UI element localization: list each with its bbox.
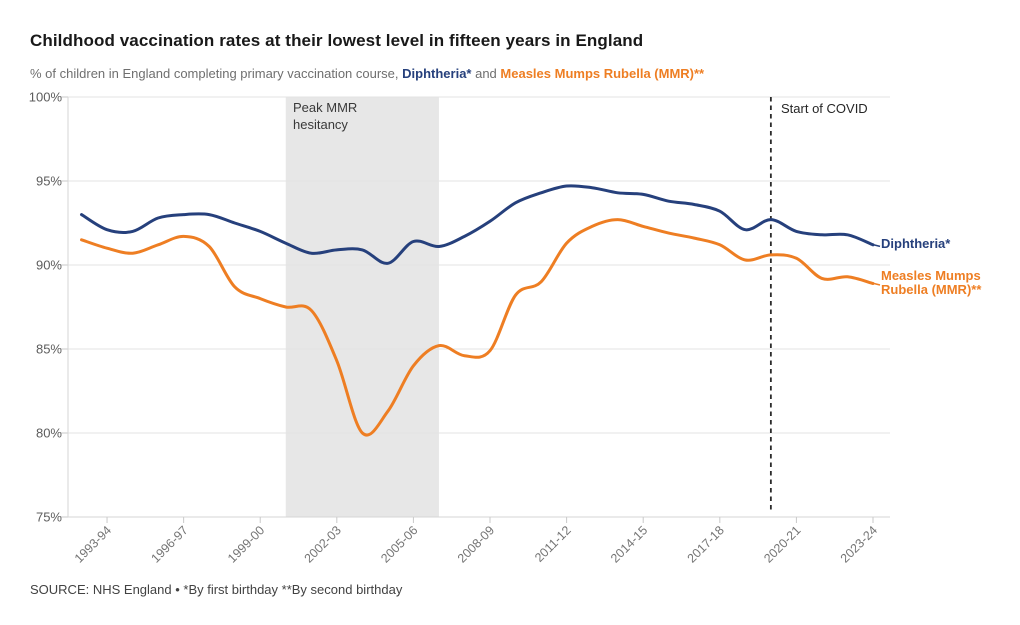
diphtheria-label-leader [873, 244, 881, 248]
mmr-series-label-line2: Rubella (MMR)** [881, 282, 982, 297]
x-axis-label: 1993-94 [72, 523, 114, 565]
subtitle-prefix: % of children in England completing prim… [30, 66, 403, 81]
x-axis-label: 2014-15 [608, 523, 650, 565]
peak-mmr-hesitancy-annotation: Peak MMR hesitancy [293, 99, 357, 133]
chart-subtitle: % of children in England completing prim… [30, 66, 704, 81]
y-axis-label: 85% [36, 342, 62, 357]
y-axis-label: 90% [36, 258, 62, 273]
x-axis-label: 2002-03 [302, 523, 344, 565]
y-axis-label: 75% [36, 510, 62, 525]
start-of-covid-annotation: Start of COVID [781, 101, 868, 116]
x-axis-label: 1996-97 [148, 523, 190, 565]
band-annotation-line1: Peak MMR [293, 100, 358, 115]
diphtheria-series-label: Diphtheria* [881, 236, 951, 251]
x-axis-label: 2005-06 [378, 523, 420, 565]
subtitle-mmr-label: Measles Mumps Rubella (MMR)** [500, 66, 705, 81]
mmr-line [80, 218, 875, 437]
y-axis-label: 100% [29, 90, 63, 105]
y-axis-label: 95% [36, 174, 62, 189]
x-axis-label: 2017-18 [685, 523, 727, 565]
x-axis-label: 2023-24 [838, 523, 880, 565]
mmr-series-label: Measles Mumps Rubella (MMR)** [881, 269, 981, 297]
subtitle-and: and [471, 66, 501, 81]
x-axis-label: 1999-00 [225, 523, 267, 565]
mmr-label-leader [873, 282, 881, 286]
y-axis-label: 80% [36, 426, 62, 441]
mmr-hesitancy-band [285, 97, 439, 517]
x-axis-label: 2008-09 [455, 523, 497, 565]
x-axis-label: 2011-12 [532, 523, 574, 565]
source-note: SOURCE: NHS England • *By first birthday… [30, 582, 403, 597]
subtitle-diphtheria-label: Diphtheria* [402, 66, 472, 81]
page-title: Childhood vaccination rates at their low… [30, 31, 644, 50]
band-annotation-line2: hesitancy [293, 117, 348, 132]
mmr-series-label-line1: Measles Mumps [881, 268, 981, 283]
x-axis-label: 2020-21 [761, 523, 803, 565]
diphtheria-line [80, 184, 875, 265]
